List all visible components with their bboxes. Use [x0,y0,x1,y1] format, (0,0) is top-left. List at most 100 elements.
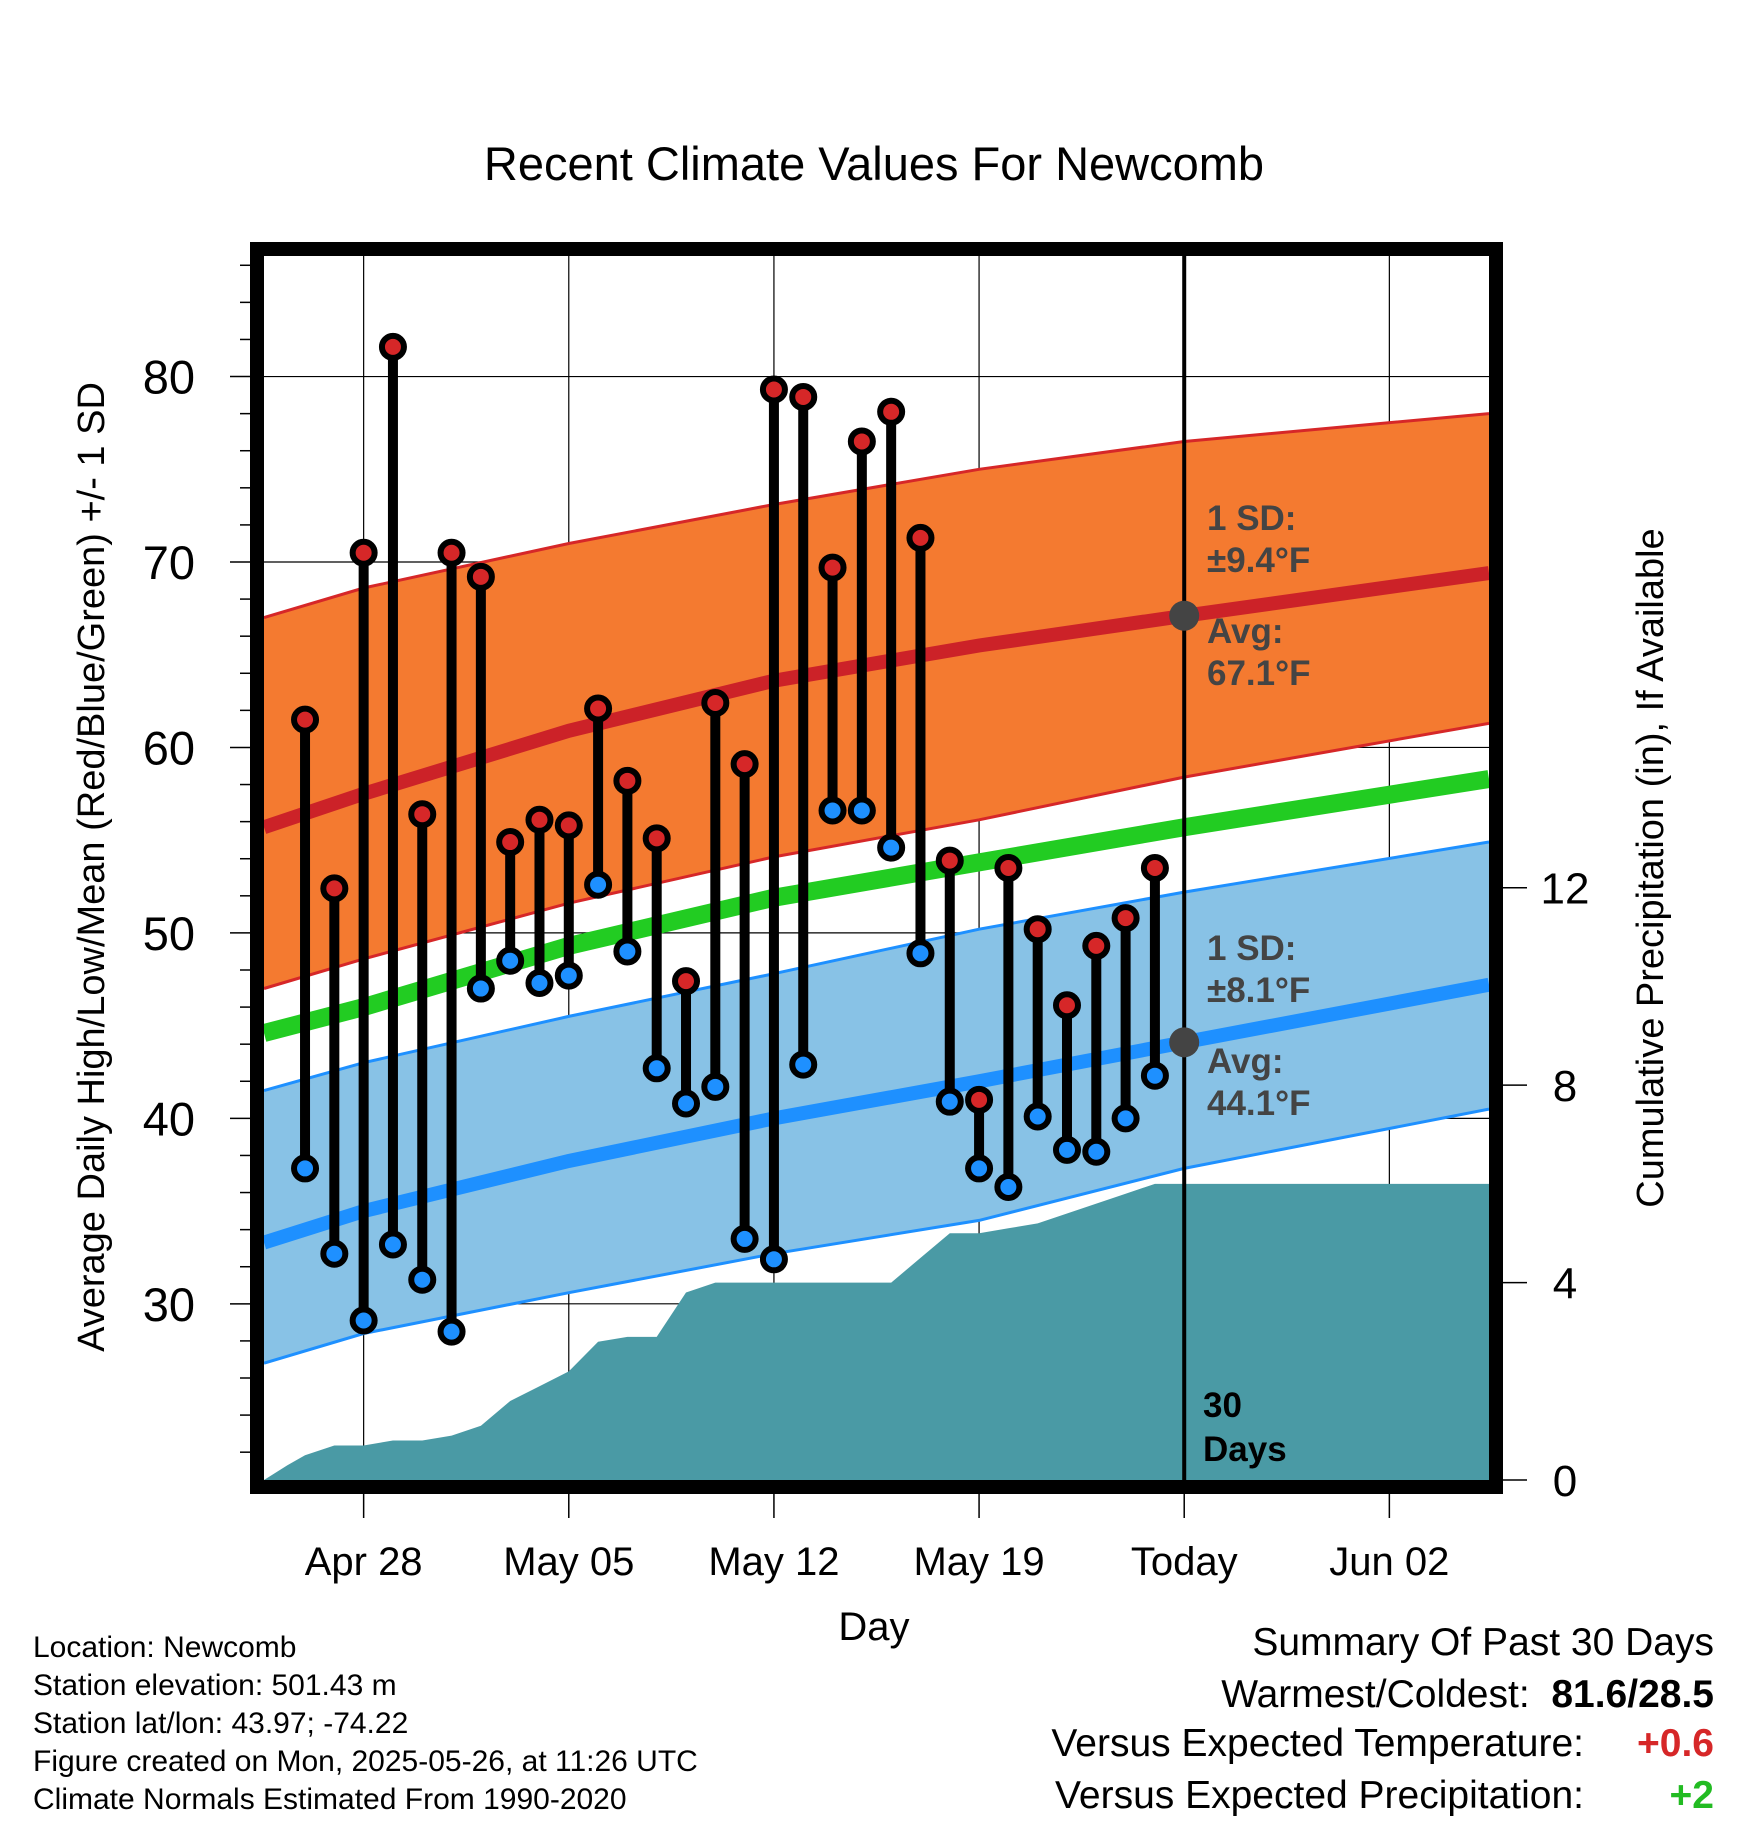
y-right-tick-label: 12 [1541,865,1590,914]
high-point [730,750,759,779]
high-point [554,811,583,840]
precip-value: +2 [1669,1774,1714,1817]
plot-frame [250,242,1503,1494]
high-point [847,427,876,456]
summary-heading: Summary Of Past 30 Days [1252,1621,1714,1664]
high-avg-label: Avg: [1207,612,1283,651]
info-latlon: Station lat/lon: 43.97; -74.22 [33,1707,409,1740]
high-point [408,800,437,829]
low-point [1082,1137,1111,1166]
low-point [672,1089,701,1118]
high-point [672,967,701,996]
summary-temp: Versus Expected Temperature: +0.6 [1051,1722,1714,1766]
y-tick-label: 50 [143,907,195,960]
warmest-coldest-value: 81.6/28.5 [1551,1673,1714,1716]
days-word: Days [1203,1430,1287,1469]
high-point [965,1085,994,1114]
y-axis-title: Average Daily High/Low/Mean (Red/Blue/Gr… [71,382,113,1352]
station-info: Location: Newcomb Station elevation: 501… [33,1629,698,1819]
x-tick-label: May 12 [708,1540,839,1584]
low-point [965,1154,994,1183]
info-normals: Climate Normals Estimated From 1990-2020 [33,1783,627,1816]
high-point [584,694,613,723]
low-point [466,974,495,1003]
low-point [701,1072,730,1101]
high-point [466,562,495,591]
high-point [818,553,847,582]
low-point [935,1087,964,1116]
x-axis-title: Day [838,1605,909,1649]
high-sd-value: ±9.4°F [1207,541,1310,580]
high-avg-value: 67.1°F [1207,654,1311,693]
y-tick-label: 40 [143,1092,195,1145]
x-tick-label: May 19 [913,1540,1044,1584]
temp-label: Versus Expected Temperature: [1051,1722,1584,1765]
warmest-coldest-label: Warmest/Coldest: [1221,1673,1530,1716]
low-point [759,1245,788,1274]
high-point [1023,915,1052,944]
low-point [730,1224,759,1253]
x-tick-label: May 05 [503,1540,634,1584]
low-point [1111,1104,1140,1133]
y-right-tick-label: 0 [1553,1457,1577,1506]
x-tick-label: Jun 02 [1329,1540,1449,1584]
y-right-tick-label: 4 [1553,1260,1577,1309]
y-tick-label: 70 [143,536,195,589]
low-point [320,1239,349,1268]
low-point [554,961,583,990]
low-point [818,796,847,825]
low-point [906,939,935,968]
x-tick-label: Apr 28 [305,1540,423,1584]
low-point [291,1154,320,1183]
low-point [496,946,525,975]
low-sd-label: 1 SD: [1207,929,1296,968]
days-number: 30 [1203,1386,1242,1425]
high-point [437,538,466,567]
info-created: Figure created on Mon, 2025-05-26, at 11… [33,1745,698,1778]
x-tick-label: Today [1131,1540,1238,1584]
high-point [1111,904,1140,933]
y-tick-label: 60 [143,721,195,774]
low-point [613,937,642,966]
low-sd-value: ±8.1°F [1207,971,1310,1010]
high-point [789,382,818,411]
low-point [789,1050,818,1079]
low-avg-label: Avg: [1207,1042,1283,1081]
chart-title: Recent Climate Values For Newcomb [484,137,1264,190]
axes: 30 40 50 60 70 80 0 4 8 12 Apr 28 May 05 May 12 May 1… [71,242,1672,1649]
summary-warmest-coldest: Warmest/Coldest: 81.6/28.5 [1221,1673,1714,1717]
low-point [642,1054,671,1083]
high-point [906,523,935,552]
high-point [349,538,378,567]
high-sd-label: 1 SD: [1207,499,1296,538]
temp-value: +0.6 [1637,1722,1714,1765]
low-point [1140,1061,1169,1090]
low-point [408,1265,437,1294]
today-low-avg-marker [1169,1027,1200,1058]
high-point [935,846,964,875]
low-avg-value: 44.1°F [1207,1084,1311,1123]
low-point [847,796,876,825]
today-high-avg-marker [1169,600,1200,631]
low-point [378,1230,407,1259]
low-point [584,870,613,899]
y-right-axis-title: Cumulative Precipitation (in), If Availa… [1630,528,1672,1207]
low-point [1052,1135,1081,1164]
data-marks [291,332,1169,1346]
high-point [701,688,730,717]
y-tick-label: 80 [143,351,195,404]
high-point [1052,991,1081,1020]
info-elevation: Station elevation: 501.43 m [33,1669,397,1702]
low-point [877,833,906,862]
high-point [877,397,906,426]
y-tick-label: 30 [143,1278,195,1331]
low-point [437,1317,466,1346]
low-point [525,968,554,997]
high-point [378,332,407,361]
high-point [525,805,554,834]
low-point [994,1172,1023,1201]
summary-precip: Versus Expected Precipitation: +2 [1055,1774,1714,1818]
high-point [1140,854,1169,882]
